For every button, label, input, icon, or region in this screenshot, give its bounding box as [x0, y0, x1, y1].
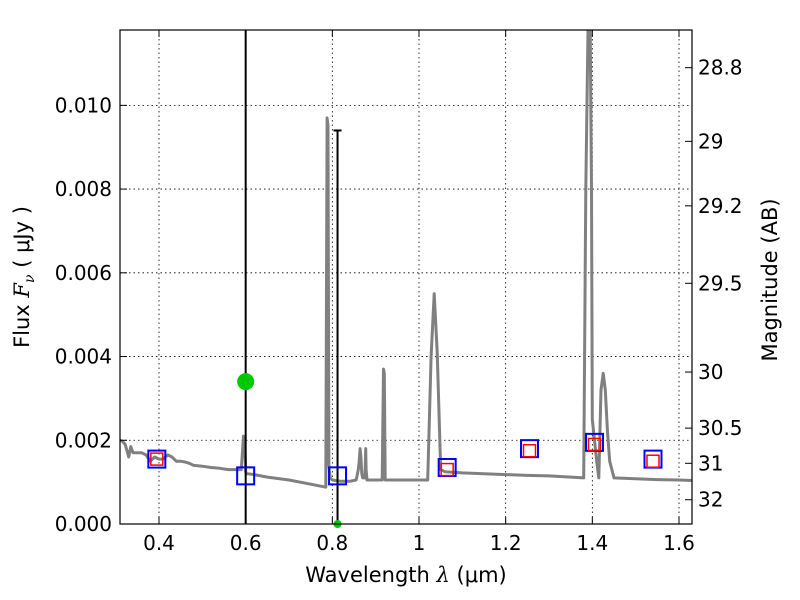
- plot-frame: [119, 29, 693, 525]
- y2-tick-label: 29.2: [698, 194, 743, 218]
- model-photometry-marker: [236, 466, 256, 486]
- y2-tick-label: 32: [698, 488, 723, 512]
- y-tick-label: 0.000: [55, 512, 112, 536]
- y2-tick-label: 28.8: [698, 56, 743, 80]
- grid: [120, 30, 692, 525]
- model-photometry-inner-marker: [150, 452, 164, 466]
- y-tick-label: 0.008: [55, 177, 112, 201]
- y2-tick-label: 30: [698, 360, 723, 384]
- x-tick-label: 1.4: [576, 531, 608, 555]
- y-axis-title: Flux Fν ( μJy ): [10, 206, 38, 348]
- model-photometry-inner-marker: [646, 454, 660, 468]
- y-tick-label: 0.010: [55, 93, 112, 117]
- y-tick-label: 0.006: [55, 261, 112, 285]
- observed-flux-point: [237, 373, 255, 391]
- x-axis-title: Wavelength λ (μm): [305, 563, 506, 587]
- x-tick-label: 0.4: [143, 531, 175, 555]
- model-photometry-inner-marker: [440, 462, 454, 477]
- y2-tick-label: 29: [698, 129, 723, 153]
- model-photometry-inner-marker: [587, 437, 602, 452]
- model-photometry-marker: [147, 449, 167, 469]
- tick-layer: 0.4 0.6 0.8 1 1.2 1.4 1.6 0.000 0.002 0.004 0.006 0…: [55, 30, 743, 555]
- marker-layer: [147, 373, 663, 528]
- y2-tick-label: 30.5: [698, 416, 743, 440]
- sed-model-layer: [120, 30, 692, 489]
- y2-axis-title: Magnitude (AB): [758, 198, 782, 361]
- x-tick-label: 1.2: [490, 531, 522, 555]
- y-tick-label: 0.002: [55, 428, 112, 452]
- x-tick-label: 1: [413, 531, 426, 555]
- x-tick-label: 1.6: [663, 531, 695, 555]
- model-photometry-marker: [328, 466, 348, 486]
- x-tick-label: 0.8: [316, 531, 348, 555]
- sed-model-line: [120, 30, 692, 489]
- model-photometry-inner-marker: [522, 443, 537, 458]
- x-tick-label: 0.6: [230, 531, 262, 555]
- y-tick-label: 0.004: [55, 345, 112, 369]
- error-bar-layer: [244, 30, 342, 524]
- y2-tick-label: 29.5: [698, 271, 743, 295]
- y2-tick-label: 31: [698, 451, 723, 475]
